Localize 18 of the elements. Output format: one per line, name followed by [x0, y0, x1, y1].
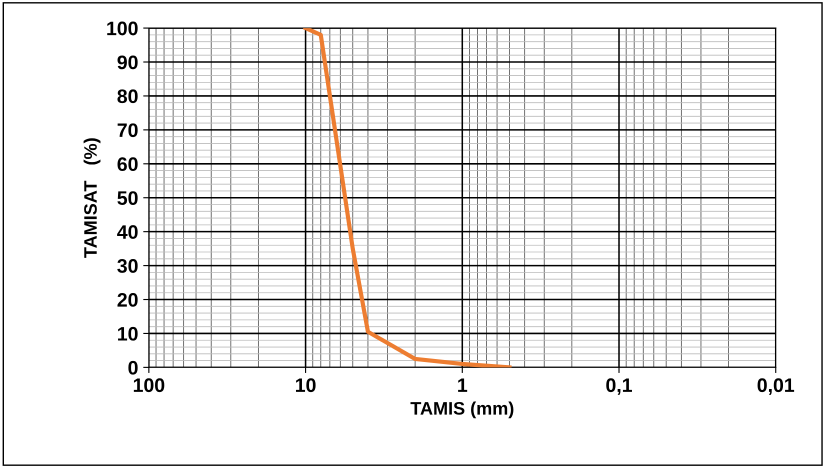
x-tick-label: 0,1 — [606, 378, 632, 395]
y-tick-label: 100 — [107, 22, 138, 36]
y-tick-label: 40 — [117, 225, 138, 239]
y-tick-label: 30 — [117, 259, 138, 273]
y-tick-label: 70 — [118, 123, 138, 138]
y-tick-label: 0 — [128, 360, 138, 375]
x-tick-label: 1 — [458, 378, 468, 392]
y-tick-label: 10 — [118, 326, 138, 341]
y-axis-title: TAMISAT (%) — [84, 138, 100, 258]
x-tick-label: 100 — [134, 378, 164, 392]
x-axis-title: TAMIS (mm) — [410, 401, 514, 418]
x-tick-label: 0,01 — [758, 378, 794, 395]
x-tick-label: 10 — [296, 378, 316, 392]
y-tick-label: 90 — [117, 55, 138, 70]
y-tick-label: 20 — [117, 292, 138, 307]
y-tick-label: 60 — [118, 157, 138, 172]
y-tick-label: 50 — [117, 191, 138, 205]
y-tick-label: 80 — [117, 89, 138, 104]
